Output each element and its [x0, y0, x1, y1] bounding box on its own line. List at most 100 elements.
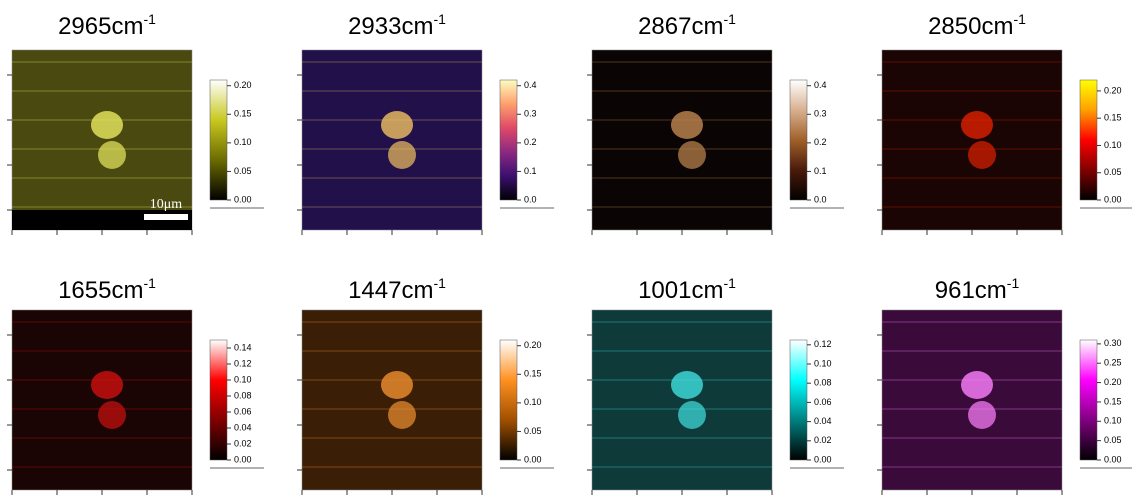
title-exponent: -1 [723, 11, 736, 27]
cell-feature [678, 141, 706, 169]
cell-feature [388, 401, 416, 429]
title-text: 1447cm [348, 277, 433, 304]
cell-feature [961, 111, 993, 139]
scale-bar [144, 214, 188, 220]
colorbar-tick-label: 0.00 [1104, 454, 1122, 464]
colorbar [210, 80, 227, 200]
panel-title: 1447cm-1 [348, 275, 446, 304]
colorbar-tick-label: 0.12 [234, 358, 252, 368]
colorbar-tick-label: 0.30 [1104, 338, 1122, 348]
colorbar-tick-label: 0.10 [1104, 140, 1122, 150]
figure: 2965cm-110μm0.000.050.100.150.202933cm-1… [0, 0, 1132, 497]
panel: 1001cm-1 0.00 0.02 0.04 0.06 0.08 0.10 0.12 [587, 275, 844, 495]
title-text: 961cm [935, 277, 1007, 304]
colorbar-tick-label: 0.08 [234, 390, 252, 400]
colorbar-tick-label: 0.2 [524, 137, 537, 147]
cell-feature [98, 141, 126, 169]
colorbar [1080, 340, 1097, 460]
colorbar [790, 340, 807, 460]
colorbar-tick-label: 0.05 [234, 166, 252, 176]
title-text: 2850cm [928, 13, 1013, 40]
colorbar-tick-label: 0.10 [234, 374, 252, 384]
colorbar-tick-label: 0.4 [814, 80, 827, 90]
colorbar-tick-label: 0.3 [524, 109, 537, 119]
cell-feature [968, 141, 996, 169]
colorbar-tick-label: 0.1 [814, 166, 827, 176]
panel-title: 2850cm-1 [928, 11, 1026, 40]
colorbar-tick-label: 0.06 [234, 406, 252, 416]
panel-title: 2933cm-1 [348, 11, 446, 40]
panel-title: 1655cm-1 [58, 275, 156, 304]
cell-feature [388, 141, 416, 169]
colorbar-tick-label: 0.20 [1104, 377, 1122, 387]
colorbar-tick-label: 0.15 [1104, 396, 1122, 406]
cell-feature [678, 401, 706, 429]
cell-feature [381, 371, 413, 399]
cell-feature [671, 371, 703, 399]
colorbar [1080, 80, 1097, 200]
colorbar-tick-label: 0.20 [524, 340, 542, 350]
cell-feature [91, 371, 123, 399]
colorbar-tick-label: 0.20 [1104, 85, 1122, 95]
colorbar-tick-label: 0.05 [524, 426, 542, 436]
colorbar-tick-label: 0.00 [1104, 194, 1122, 204]
title-exponent: -1 [143, 11, 156, 27]
colorbar-tick-label: 0.04 [814, 416, 832, 426]
title-text: 2933cm [348, 13, 433, 40]
colorbar-tick-label: 0.10 [1104, 416, 1122, 426]
panel: 961cm-10.000.050.100.150.200.250.30 [877, 275, 1132, 495]
colorbar [790, 80, 807, 200]
panel: 1447cm-10.000.050.100.150.20 [297, 275, 554, 495]
colorbar-tick-label: 0.0 [524, 194, 537, 204]
map-image [302, 50, 482, 230]
title-exponent: -1 [433, 275, 446, 291]
colorbar-tick-label: 0.02 [814, 435, 832, 445]
colorbar-tick-label: 0.20 [234, 80, 252, 90]
colorbar-tick-label: 0.06 [814, 397, 832, 407]
colorbar [500, 340, 517, 460]
colorbar-tick-label: 0.02 [234, 438, 252, 448]
cell-feature [968, 401, 996, 429]
colorbar-tick-label: 0.1 [524, 166, 537, 176]
title-text: 2867cm [638, 13, 723, 40]
panel: 2850cm-10.000.050.100.150.20 [877, 11, 1132, 235]
cell-feature [671, 111, 703, 139]
panel: 2867cm-1 0.0 0.1 0.2 0.3 0.4 [587, 11, 844, 235]
colorbar-tick-label: 0.10 [814, 358, 832, 368]
colorbar-tick-label: 0.3 [814, 109, 827, 119]
panel: 1655cm-1 0.00 0.02 0.04 0.06 0.08 0.10 0.12 0.14 [7, 275, 264, 495]
colorbar-tick-label: 0.00 [234, 454, 252, 464]
panel: 2933cm-1 0.0 0.1 0.2 0.3 0.4 [297, 11, 554, 235]
colorbar-tick-label: 0.0 [814, 194, 827, 204]
panel-title: 2965cm-1 [58, 11, 156, 40]
colorbar-tick-label: 0.08 [814, 378, 832, 388]
colorbar-tick-label: 0.2 [814, 137, 827, 147]
title-exponent: -1 [1007, 275, 1020, 291]
title-exponent: -1 [1013, 11, 1026, 27]
colorbar-tick-label: 0.10 [524, 397, 542, 407]
title-text: 1655cm [58, 277, 143, 304]
cell-feature [381, 111, 413, 139]
title-exponent: -1 [143, 275, 156, 291]
colorbar-tick-label: 0.12 [814, 339, 832, 349]
map-image [302, 310, 482, 490]
colorbar-tick-label: 0.4 [524, 80, 537, 90]
cell-feature [961, 371, 993, 399]
panel-title: 961cm-1 [935, 275, 1020, 304]
panel-title: 1001cm-1 [638, 275, 736, 304]
cell-feature [91, 111, 123, 139]
colorbar-tick-label: 0.15 [234, 109, 252, 119]
title-exponent: -1 [723, 275, 736, 291]
colorbar [500, 80, 517, 200]
title-exponent: -1 [433, 11, 446, 27]
colorbar-tick-label: 0.04 [234, 422, 252, 432]
colorbar [210, 340, 227, 460]
colorbar-tick-label: 0.14 [234, 342, 252, 352]
colorbar-tick-label: 0.10 [234, 137, 252, 147]
map-image [592, 50, 772, 230]
colorbar-tick-label: 0.00 [234, 194, 252, 204]
colorbar-tick-label: 0.25 [1104, 358, 1122, 368]
colorbar-tick-label: 0.00 [814, 454, 832, 464]
map-image [882, 310, 1062, 490]
